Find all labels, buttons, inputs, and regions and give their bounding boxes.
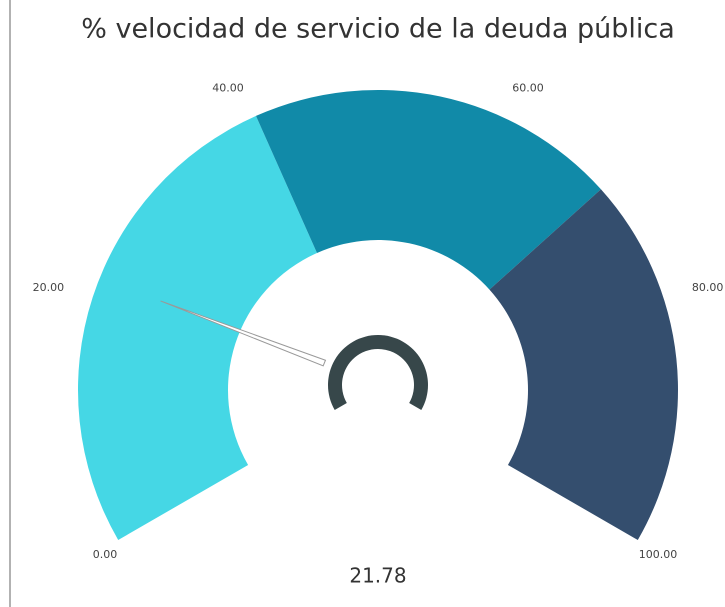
needle — [160, 300, 327, 367]
value-label: 21.78 — [349, 564, 406, 588]
gauge-band — [255, 90, 601, 290]
tick-label: 100.00 — [639, 548, 678, 561]
tick-label: 20.00 — [33, 281, 65, 294]
tick-label: 80.00 — [692, 281, 724, 294]
tick-label: 60.00 — [512, 82, 544, 95]
gauge-band — [77, 115, 317, 540]
tick-label: 40.00 — [212, 82, 244, 95]
chart-title: % velocidad de servicio de la deuda públ… — [81, 14, 675, 45]
gauge-band — [489, 189, 679, 541]
gauge-hub — [327, 335, 428, 410]
tick-label: 0.00 — [93, 548, 118, 561]
